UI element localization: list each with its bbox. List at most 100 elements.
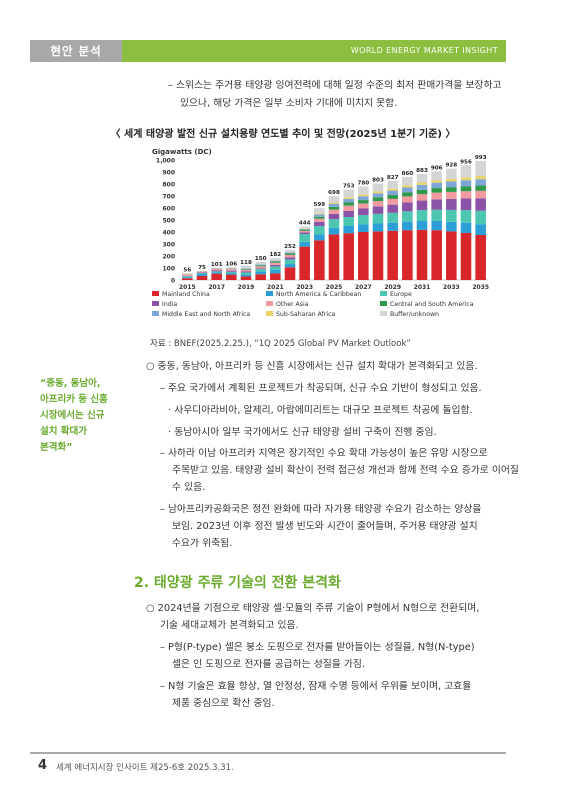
legend-swatch (152, 311, 159, 316)
intro-line: 있으나, 해당 가격은 일부 소비자 기대에 미치지 못함. (180, 98, 398, 109)
sidebar-note-line: 아프리카 등 신흥 (40, 394, 108, 405)
bar-segment (270, 262, 281, 265)
bar-segment (240, 274, 252, 277)
bar-segment (475, 235, 486, 280)
legend-swatch (380, 311, 387, 316)
bar-segment (284, 249, 296, 253)
bar-segment (402, 176, 413, 186)
bar-segment (270, 266, 281, 270)
bar-total-label: 993 (475, 155, 487, 161)
bar-total-label: 827 (387, 175, 399, 181)
legend-swatch (380, 291, 387, 296)
body-line: ○ 중동, 동남아, 아프리카 등 신흥 시장에서는 신규 설치 확대가 본격화… (146, 361, 478, 372)
body-line: · 동남아시아 일부 국가에서도 신규 태양광 설비 구축이 진행 중임. (168, 427, 437, 438)
y-tick-label: 300 (162, 242, 175, 249)
bar-segment (446, 198, 457, 210)
bar-segment (182, 278, 193, 280)
bar-segment (416, 220, 428, 230)
bar-segment (416, 189, 428, 195)
body-line: 수요가 위축됨. (172, 538, 233, 549)
y-tick-label: 200 (162, 254, 175, 261)
body-line: – 사하라 이남 아프리카 지역은 장기적인 수요 확대 가능성이 높은 유망 … (160, 448, 488, 459)
bar-segment (446, 178, 457, 182)
bar-segment (460, 198, 472, 211)
bar-segment (196, 273, 208, 274)
body-line: – N형 기술은 효율 향상, 열 안정성, 잠재 수명 등에서 우위를 보이며… (160, 681, 472, 692)
x-tick-label: 2027 (355, 284, 372, 291)
bar-segment (314, 221, 325, 226)
bar-segment (460, 222, 472, 233)
bar-segment (446, 209, 457, 222)
body-line: 기술 세대교체가 본격화되고 있음. (160, 620, 299, 631)
x-tick-label: 2035 (472, 284, 489, 291)
body-line: 주목받고 있음. 태양광 설비 확산이 전력 접근성 개선과 함께 전력 수요 … (172, 465, 519, 476)
bar-segment (299, 226, 310, 229)
bar-total-label: 956 (460, 159, 472, 165)
chart-source: 자료 : BNEF(2025.2.25.), “1Q 2025 Global P… (150, 339, 411, 349)
bar-segment (372, 191, 384, 194)
bar-segment (255, 274, 266, 280)
bar-segment (343, 197, 354, 199)
bar-total-label: 698 (328, 190, 340, 196)
legend-swatch (380, 301, 387, 306)
bar-segment (328, 234, 340, 280)
bar-segment (446, 181, 457, 188)
body-line: 셀은 인 도핑으로 전자를 공급하는 성질을 가짐. (172, 659, 366, 670)
bar-segment (299, 232, 310, 235)
bar-segment (284, 267, 296, 280)
bar-segment (358, 215, 369, 225)
bar-total-label: 883 (416, 168, 428, 174)
x-tick-label: 2033 (443, 284, 460, 291)
bar-segment (343, 189, 354, 198)
bar-segment (446, 168, 457, 179)
x-tick-label: 2023 (296, 284, 313, 291)
y-tick-label: 400 (162, 230, 175, 237)
bar-segment (226, 274, 237, 280)
header-bar: 현안 분석 WORLD ENERGY MARKET INSIGHT (30, 40, 506, 62)
bar-segment (358, 208, 369, 216)
bar-total-label: 101 (211, 262, 223, 268)
bar-segment (314, 214, 325, 217)
bar-segment (431, 209, 442, 221)
bar-segment (460, 210, 472, 223)
bar-segment (343, 198, 354, 203)
bar-segment (475, 210, 486, 225)
bar-segment (431, 230, 442, 280)
sidebar-note-line: 설치 확대가 (40, 426, 88, 437)
legend-swatch (266, 291, 273, 296)
bar-segment (226, 267, 237, 269)
bar-segment (475, 198, 486, 211)
bar-segment (328, 206, 340, 210)
body-line: 수 있음. (172, 482, 206, 493)
y-axis-label: Gigawatts (DC) (152, 148, 212, 156)
bar-segment (211, 268, 222, 271)
bar-total-label: 780 (357, 180, 369, 186)
bar-segment (387, 230, 398, 280)
bar-segment (299, 246, 310, 280)
bar-segment (431, 220, 442, 231)
bar-segment (196, 275, 208, 280)
body-line: 제품 중심으로 확산 중임. (172, 698, 275, 709)
bar-segment (358, 224, 369, 232)
bar-segment (416, 174, 428, 183)
bar-segment (314, 208, 325, 214)
bar-segment (211, 272, 222, 274)
body-line: – P형(P-type) 셀은 붕소 도핑으로 전자를 받아들이는 성질을, N… (160, 642, 475, 653)
legend-label: Middle East and North Africa (162, 311, 250, 318)
legend-swatch (152, 301, 159, 306)
bar-segment (372, 206, 384, 214)
bar-segment (358, 196, 369, 201)
body-line: ○ 2024년을 기점으로 태양광 셀·모듈의 주류 기술이 P형에서 N형으로… (146, 603, 480, 614)
bar-segment (358, 194, 369, 197)
publication-name: WORLD ENERGY MARKET INSIGHT (350, 46, 498, 55)
x-tick-label: 2031 (414, 284, 431, 291)
x-tick-label: 2029 (384, 284, 401, 291)
bar-segment (299, 234, 310, 242)
section-tag: 현안 분석 (30, 40, 122, 62)
bar-segment (240, 276, 252, 280)
y-tick-label: 600 (162, 206, 175, 213)
legend-swatch (152, 291, 159, 296)
bar-segment (416, 184, 428, 190)
bar-segment (226, 271, 237, 274)
bar-segment (196, 274, 208, 276)
